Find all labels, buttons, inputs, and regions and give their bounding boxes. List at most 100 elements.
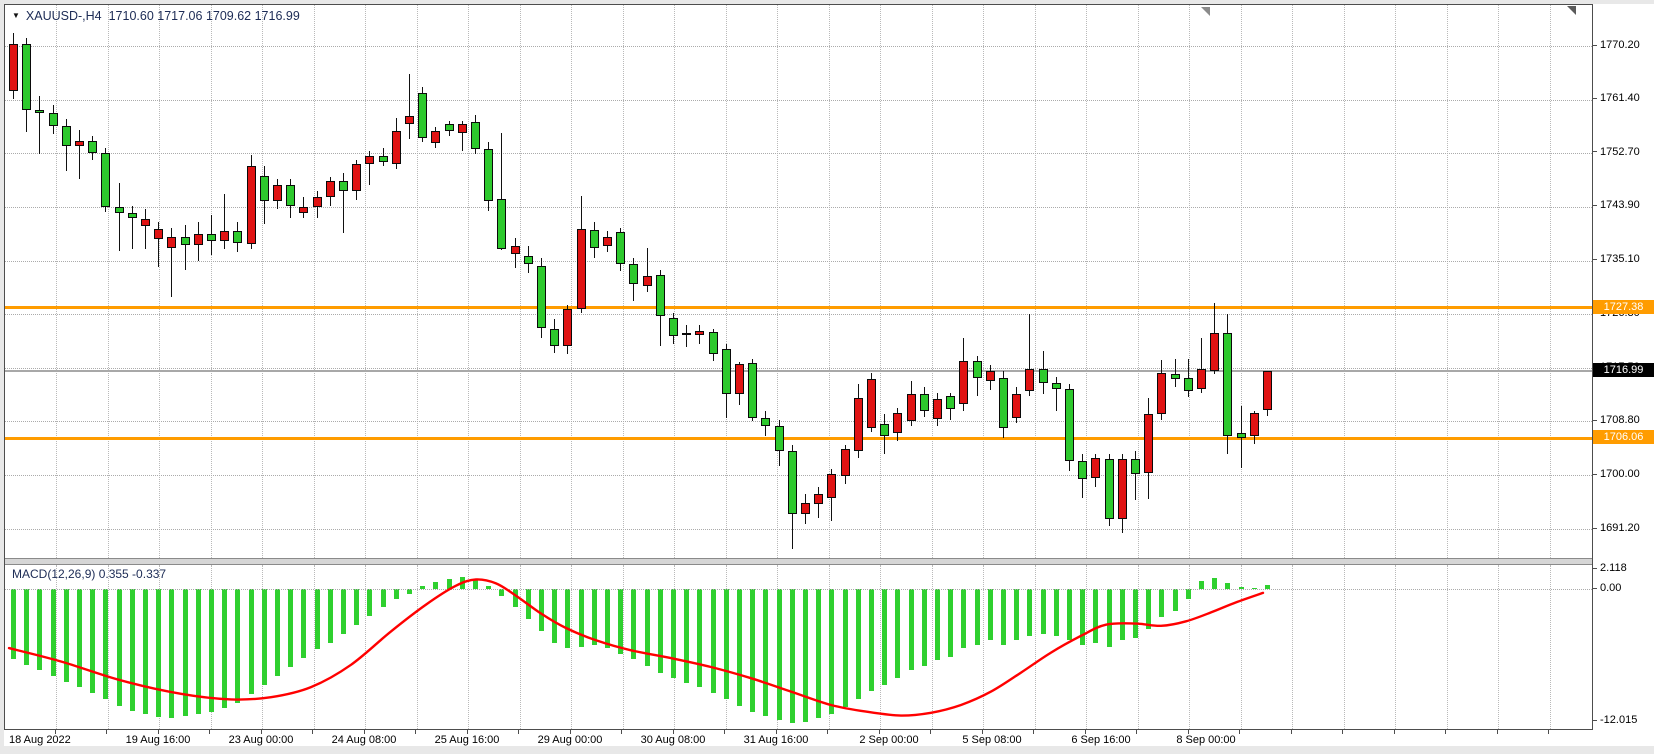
macd-histogram-bar bbox=[605, 589, 610, 649]
bull-candle-body bbox=[246, 165, 256, 245]
support-resistance-line[interactable] bbox=[5, 306, 1592, 310]
macd-histogram-bar bbox=[512, 589, 518, 607]
bear-candle-body bbox=[721, 349, 731, 394]
horizontal-gridline bbox=[5, 99, 1592, 101]
time-axis-label: 29 Aug 00:00 bbox=[537, 734, 603, 746]
bull-candle-body bbox=[1157, 373, 1167, 415]
bear-candle-body bbox=[748, 363, 758, 418]
time-axis-tick bbox=[621, 730, 622, 734]
macd-histogram-bar bbox=[301, 589, 307, 659]
macd-axis-zero-label: 0.00 bbox=[1600, 582, 1622, 594]
macd-histogram-bar bbox=[63, 589, 69, 682]
candle-wick bbox=[1174, 359, 1176, 387]
macd-histogram-bar bbox=[539, 589, 544, 632]
price-axis-label: 1770.20 bbox=[1600, 38, 1640, 51]
symbol-dropdown-icon[interactable]: ▼ bbox=[12, 11, 20, 20]
vertical-gridline bbox=[828, 5, 830, 558]
vertical-gridline bbox=[1240, 5, 1242, 558]
price-pane[interactable] bbox=[5, 5, 1592, 558]
macd-histogram-bar bbox=[393, 589, 399, 599]
bear-candle-body bbox=[35, 110, 45, 113]
vertical-gridline bbox=[210, 5, 212, 558]
pane-separator-handle[interactable] bbox=[5, 558, 1592, 565]
macd-histogram-bar bbox=[974, 589, 980, 645]
macd-histogram-bar bbox=[578, 589, 584, 647]
bear-candle-body bbox=[919, 393, 929, 411]
vertical-gridline bbox=[313, 5, 315, 558]
macd-histogram-bar bbox=[327, 589, 333, 643]
scroll-corner-icon[interactable] bbox=[1567, 6, 1576, 15]
price-level-badge: 1706.06 bbox=[1593, 430, 1654, 445]
bear-candle-body bbox=[708, 331, 718, 355]
macd-histogram-bar bbox=[1093, 589, 1099, 643]
macd-pane[interactable] bbox=[5, 565, 1592, 729]
bear-candle-body bbox=[972, 360, 982, 378]
candle-wick bbox=[131, 206, 133, 249]
vertical-gridline bbox=[622, 5, 624, 558]
bull-candle-body bbox=[154, 229, 164, 240]
candle-wick bbox=[1055, 377, 1057, 411]
vertical-gridline bbox=[931, 5, 933, 558]
macd-histogram-bar bbox=[169, 589, 175, 719]
horizontal-gridline bbox=[5, 314, 1592, 316]
time-axis-tick bbox=[312, 730, 313, 734]
price-axis-tick bbox=[1593, 474, 1597, 475]
horizontal-gridline bbox=[5, 153, 1592, 154]
time-axis-tick bbox=[1445, 730, 1446, 734]
time-axis-tick bbox=[55, 730, 56, 734]
horizontal-gridline bbox=[5, 206, 1592, 208]
bull-candle-body bbox=[814, 494, 824, 504]
vertical-gridline bbox=[1446, 565, 1448, 729]
candle-wick bbox=[461, 120, 463, 152]
macd-histogram-bar bbox=[684, 589, 690, 683]
bear-candle-body bbox=[629, 264, 639, 285]
vertical-gridline bbox=[1498, 565, 1499, 729]
vertical-gridline bbox=[159, 5, 160, 558]
macd-histogram-bar bbox=[248, 589, 254, 694]
time-axis-tick bbox=[930, 730, 931, 734]
price-level-badge: 1727.38 bbox=[1593, 299, 1654, 314]
bear-candle-body bbox=[207, 233, 216, 241]
macd-histogram-bar bbox=[367, 589, 373, 616]
macd-histogram-bar bbox=[433, 582, 439, 589]
bull-candle-body bbox=[325, 180, 335, 197]
vertical-gridline bbox=[674, 5, 675, 558]
vertical-gridline bbox=[519, 5, 521, 558]
macd-histogram-bar bbox=[591, 589, 597, 645]
vertical-gridline bbox=[1086, 5, 1087, 558]
time-axis-tick bbox=[467, 730, 468, 734]
support-resistance-line[interactable] bbox=[5, 436, 1592, 440]
macd-histogram-bar bbox=[1199, 581, 1204, 589]
time-axis-label: 2 Sep 00:00 bbox=[859, 734, 919, 746]
macd-histogram-bar bbox=[987, 589, 993, 641]
bull-candle-body bbox=[352, 164, 362, 191]
candle-wick bbox=[145, 209, 146, 249]
candle-wick bbox=[1029, 313, 1031, 396]
vertical-gridline bbox=[1137, 5, 1139, 558]
bull-candle-body bbox=[1117, 458, 1127, 519]
bull-candle-body bbox=[405, 115, 414, 124]
bull-candle-body bbox=[867, 379, 876, 429]
macd-histogram-bar bbox=[143, 589, 148, 714]
macd-histogram-bar bbox=[11, 589, 16, 660]
macd-histogram-bar bbox=[1185, 589, 1191, 599]
time-axis-tick bbox=[879, 730, 880, 734]
chart-shift-marker-icon[interactable] bbox=[1201, 7, 1210, 16]
macd-histogram-bar bbox=[129, 589, 135, 711]
macd-histogram-bar bbox=[710, 589, 716, 693]
macd-zero-gridline bbox=[5, 589, 1592, 590]
price-axis-tick bbox=[1593, 45, 1597, 46]
bull-candle-body bbox=[220, 230, 230, 241]
price-axis-label: 1743.90 bbox=[1600, 199, 1640, 212]
macd-histogram-bar bbox=[644, 589, 650, 666]
time-axis-tick bbox=[570, 730, 571, 734]
macd-histogram-bar bbox=[855, 589, 861, 700]
macd-histogram-bar bbox=[776, 589, 782, 720]
bull-candle-body bbox=[1197, 368, 1206, 389]
chart-plot-area[interactable]: ▼ XAUUSD-,H4 1710.60 1717.06 1709.62 171… bbox=[4, 4, 1593, 730]
time-axis-label: 24 Aug 08:00 bbox=[331, 734, 397, 746]
vertical-gridline bbox=[1034, 5, 1036, 558]
macd-histogram-bar bbox=[631, 589, 637, 660]
price-axis-tick bbox=[1593, 528, 1597, 529]
